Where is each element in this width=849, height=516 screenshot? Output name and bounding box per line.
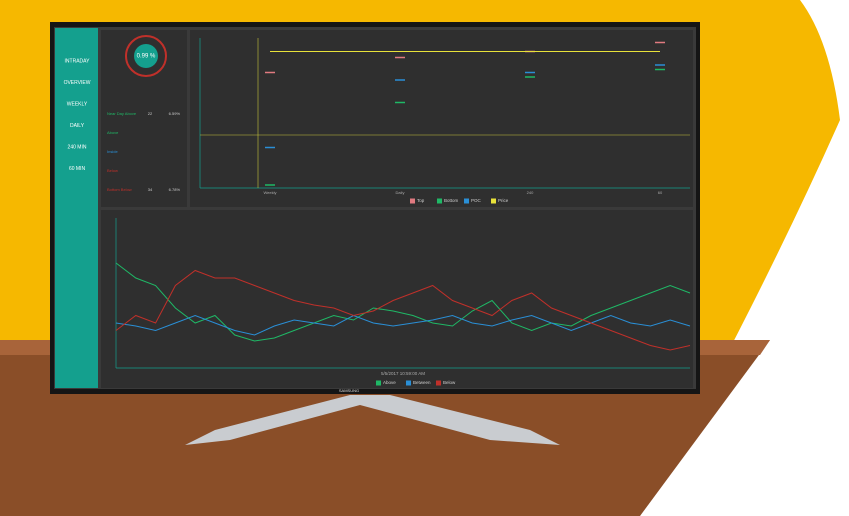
stat-label: Bottom Below [107,187,132,192]
stat-label: Inside [107,149,118,154]
series-line [115,262,691,342]
series-line [115,314,691,336]
brand: SAMSUNG [339,388,359,393]
legend-label: Above [383,380,396,385]
series-line [115,269,691,351]
x-tick-label: Weekly [263,190,276,195]
legend-label: Price [498,198,509,203]
gauge-label: 0.99 % [137,54,156,60]
stat-pct: 6.78% [169,187,181,192]
legend-label: Below [443,380,456,385]
nav-item: INTRADAY [65,58,91,64]
nav-item: 60 MIN [69,166,86,172]
legend-label: Top [417,198,425,203]
top-chart-panel [190,30,693,207]
gauge-core [134,44,158,68]
tv-stand [185,395,560,445]
legend-label: Between [413,380,431,385]
nav-item: DAILY [70,123,85,129]
legend-swatch [410,198,415,204]
x-tick-label: 240 [527,190,534,195]
legend-label: Bottom [444,198,459,203]
legend-label: POC [471,198,482,203]
stat-label: Above [107,130,119,135]
stat-label: Below [107,168,118,173]
stat-label: Near Day Above [107,111,137,116]
legend-swatch [406,380,411,386]
stat-count: 34 [148,187,153,192]
stat-count: 22 [148,111,153,116]
gauge-ring [125,35,167,77]
legend-swatch [437,198,442,204]
stat-pct: 6.59% [169,111,181,116]
nav-item: OVERVIEW [64,80,91,86]
white-curve [640,0,849,516]
legend-swatch [436,380,441,386]
nav-item: WEEKLY [67,101,88,107]
legend-swatch [376,380,381,386]
x-tick-label: Daily [396,190,405,195]
legend-swatch [491,198,496,204]
legend-swatch [464,198,469,204]
x-axis-label: 5/5/2017 10:59:00 AM [381,371,425,376]
sidebar [55,28,98,388]
nav-item: 240 MIN [68,144,87,150]
x-tick-label: 60 [658,190,663,195]
